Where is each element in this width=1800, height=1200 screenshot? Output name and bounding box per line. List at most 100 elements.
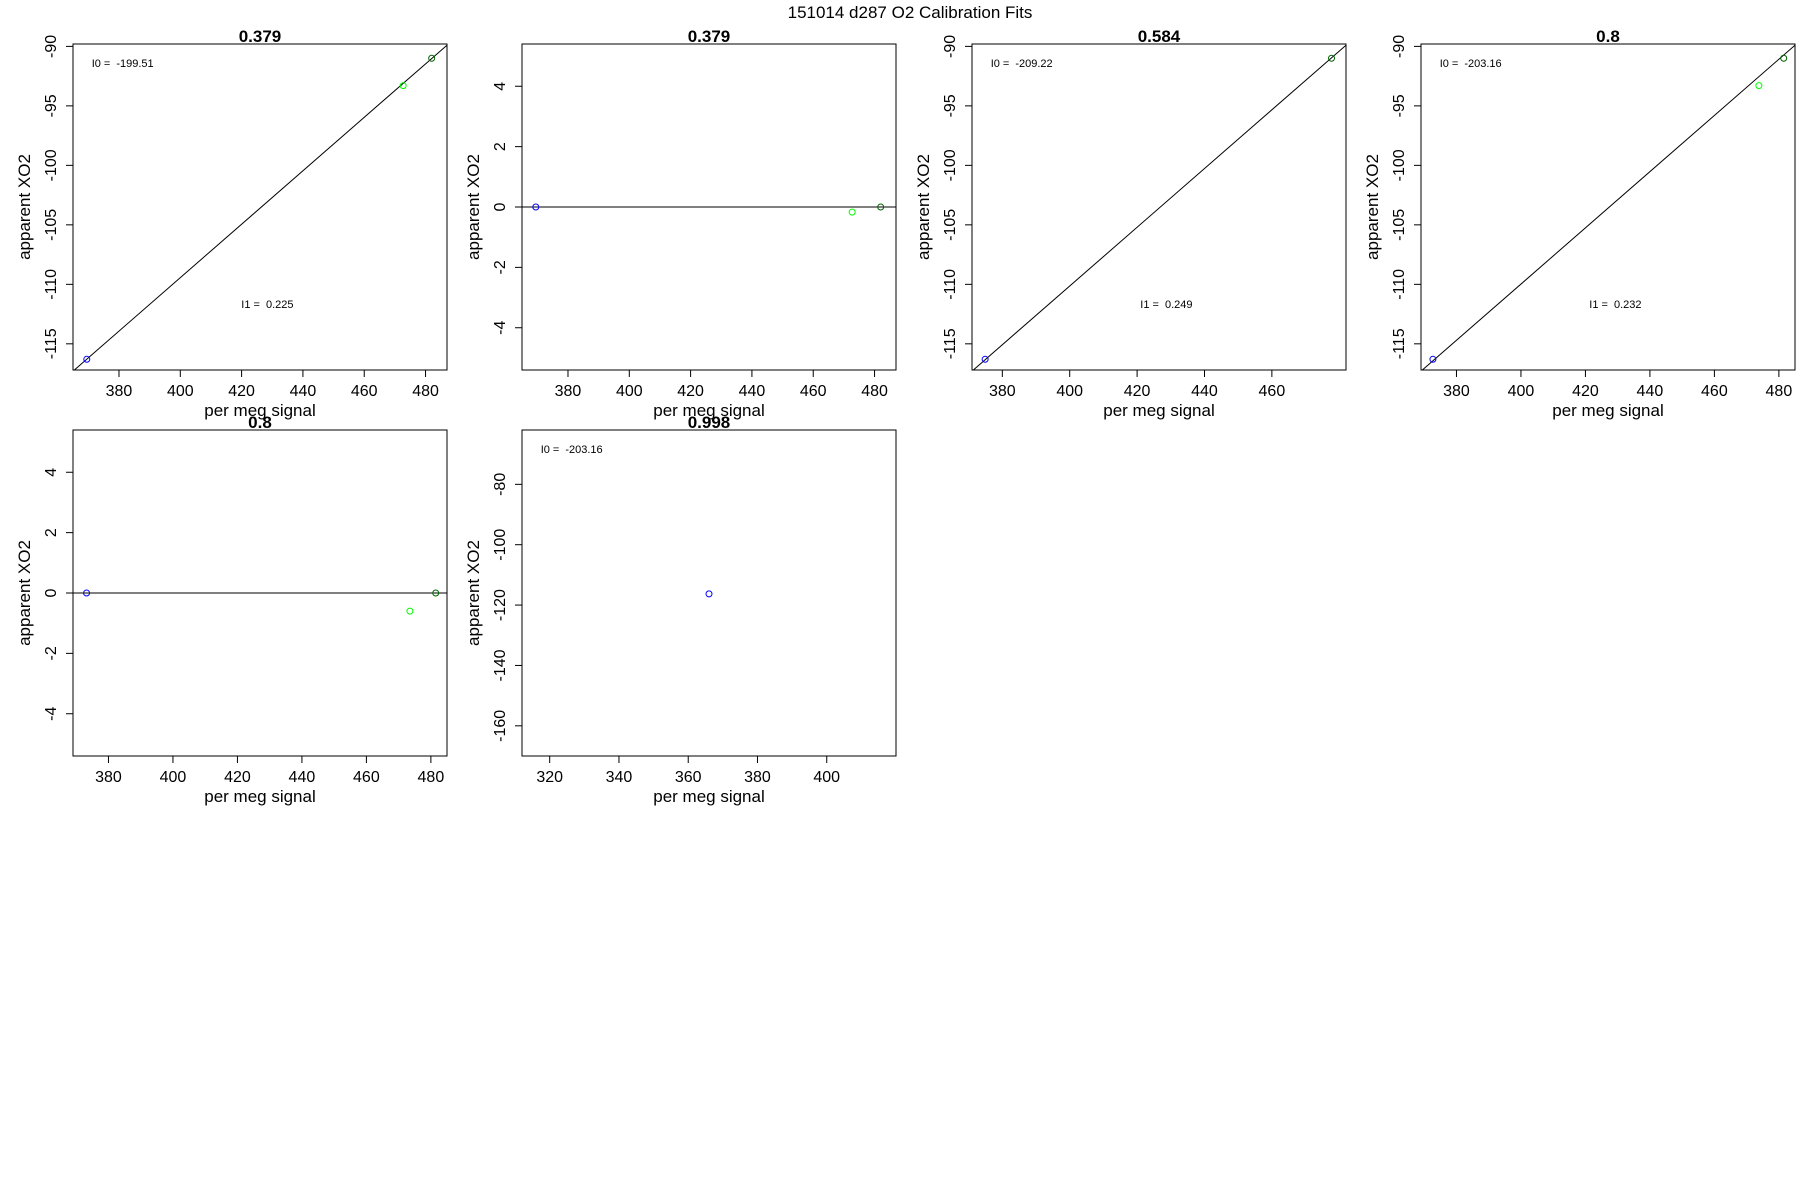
x-tick-label: 400 (167, 383, 194, 400)
y-axis-label: apparent XO2 (1363, 154, 1382, 260)
y-tick-label: 4 (492, 82, 509, 91)
x-tick-label: 480 (418, 769, 445, 786)
x-tick-label: 460 (351, 383, 378, 400)
fit-line (73, 44, 447, 370)
y-tick-label: -4 (43, 707, 60, 721)
x-tick-label: 400 (813, 769, 840, 786)
data-point (399, 82, 407, 90)
annotation-value: 0.225 (266, 299, 294, 311)
x-tick-label: 420 (1572, 383, 1599, 400)
data-point (532, 203, 540, 211)
panel-title: 0.379 (688, 27, 731, 46)
fit-annotation: I0 = -209.22 (991, 58, 1053, 70)
y-tick-label: 2 (492, 142, 509, 151)
figure-title: 151014 d287 O2 Calibration Fits (788, 3, 1033, 22)
annotation-label: I1 = (1589, 299, 1608, 311)
y-axis-label: apparent XO2 (15, 540, 34, 646)
data-point (1755, 82, 1763, 90)
data-point (406, 607, 414, 615)
y-tick-label: -160 (492, 710, 509, 742)
y-tick-label: -90 (942, 35, 959, 58)
panel-4: 0.8 380 400 420 440 460 480 -90 -95 -100 -105 -110 -… (1363, 27, 1796, 420)
x-tick-label: 460 (353, 769, 380, 786)
y-tick-label: -110 (43, 269, 60, 300)
fit-annotation: I1 = 0.225 (241, 299, 293, 311)
y-tick-label: -100 (492, 529, 509, 561)
x-tick-label: 440 (1191, 383, 1218, 400)
data-point (1780, 54, 1788, 62)
x-tick-label: 380 (95, 769, 122, 786)
panel-title: 0.8 (248, 413, 272, 432)
y-tick-label: 2 (43, 528, 60, 537)
y-tick-label: -100 (942, 149, 959, 181)
fit-line (972, 44, 1346, 370)
y-axis-label: apparent XO2 (15, 154, 34, 260)
plot-frame (72, 43, 448, 371)
y-tick-label: -2 (43, 646, 60, 660)
y-tick-label: -95 (43, 94, 60, 117)
y-tick-label: -115 (942, 328, 959, 359)
x-tick-label: 400 (616, 383, 643, 400)
panel-title: 0.8 (1596, 27, 1620, 46)
annotation-label: I1 = (1140, 299, 1159, 311)
x-axis-label: per meg signal (204, 787, 316, 806)
x-tick-label: 480 (861, 383, 888, 400)
x-tick-label: 400 (1056, 383, 1083, 400)
x-tick-label: 440 (1637, 383, 1664, 400)
data-point (848, 208, 856, 216)
data-point (705, 590, 713, 598)
annotation-value: 0.249 (1165, 299, 1193, 311)
x-tick-label: 420 (677, 383, 704, 400)
panel-title: 0.379 (239, 27, 282, 46)
annotation-value: -203.16 (1464, 58, 1501, 70)
x-tick-label: 440 (739, 383, 766, 400)
y-tick-label: 0 (43, 588, 60, 597)
y-tick-label: -140 (492, 649, 509, 681)
data-point (428, 54, 436, 62)
annotation-label: I0 = (1440, 58, 1459, 70)
fit-annotation: I0 = -203.16 (541, 444, 603, 456)
data-point (981, 355, 989, 363)
data-point (432, 589, 440, 597)
y-tick-label: -115 (1391, 328, 1408, 359)
x-tick-label: 420 (1124, 383, 1151, 400)
panel-title: 0.584 (1138, 27, 1181, 46)
x-axis-label: per meg signal (204, 401, 316, 420)
annotation-label: I0 = (92, 58, 111, 70)
x-tick-label: 320 (536, 769, 563, 786)
annotation-label: I1 = (241, 299, 260, 311)
x-tick-label: 460 (1259, 383, 1286, 400)
plot-frame (971, 43, 1347, 371)
annotation-value: -209.22 (1015, 58, 1052, 70)
x-tick-label: 420 (224, 769, 251, 786)
y-tick-label: -110 (1391, 269, 1408, 300)
y-tick-label: -4 (492, 321, 509, 335)
x-tick-label: 420 (228, 383, 255, 400)
x-tick-label: 480 (1766, 383, 1793, 400)
y-tick-label: 0 (492, 202, 509, 211)
x-axis-label: per meg signal (653, 401, 765, 420)
y-axis-label: apparent XO2 (464, 154, 483, 260)
panel-3: 0.584 380 400 420 440 460 -90 -95 -100 -105 -110 -1… (914, 27, 1347, 420)
y-tick-label: -2 (492, 260, 509, 274)
x-tick-label: 480 (412, 383, 439, 400)
x-tick-label: 440 (289, 769, 316, 786)
y-tick-label: -90 (43, 35, 60, 58)
x-axis-label: per meg signal (1552, 401, 1664, 420)
y-tick-label: -105 (1391, 209, 1408, 241)
y-tick-label: -95 (1391, 94, 1408, 117)
panel-6: 0.998 320 340 360 380 400 -80 -100 -120 -140 -160 p… (464, 413, 897, 806)
x-tick-label: 340 (606, 769, 633, 786)
x-tick-label: 380 (744, 769, 771, 786)
annotation-label: I0 = (991, 58, 1010, 70)
x-axis-label: per meg signal (1103, 401, 1215, 420)
fit-annotation: I0 = -203.16 (1440, 58, 1502, 70)
y-tick-label: -90 (1391, 35, 1408, 58)
annotation-value: -199.51 (116, 58, 153, 70)
data-point (83, 355, 91, 363)
plot-frame (1420, 43, 1796, 371)
